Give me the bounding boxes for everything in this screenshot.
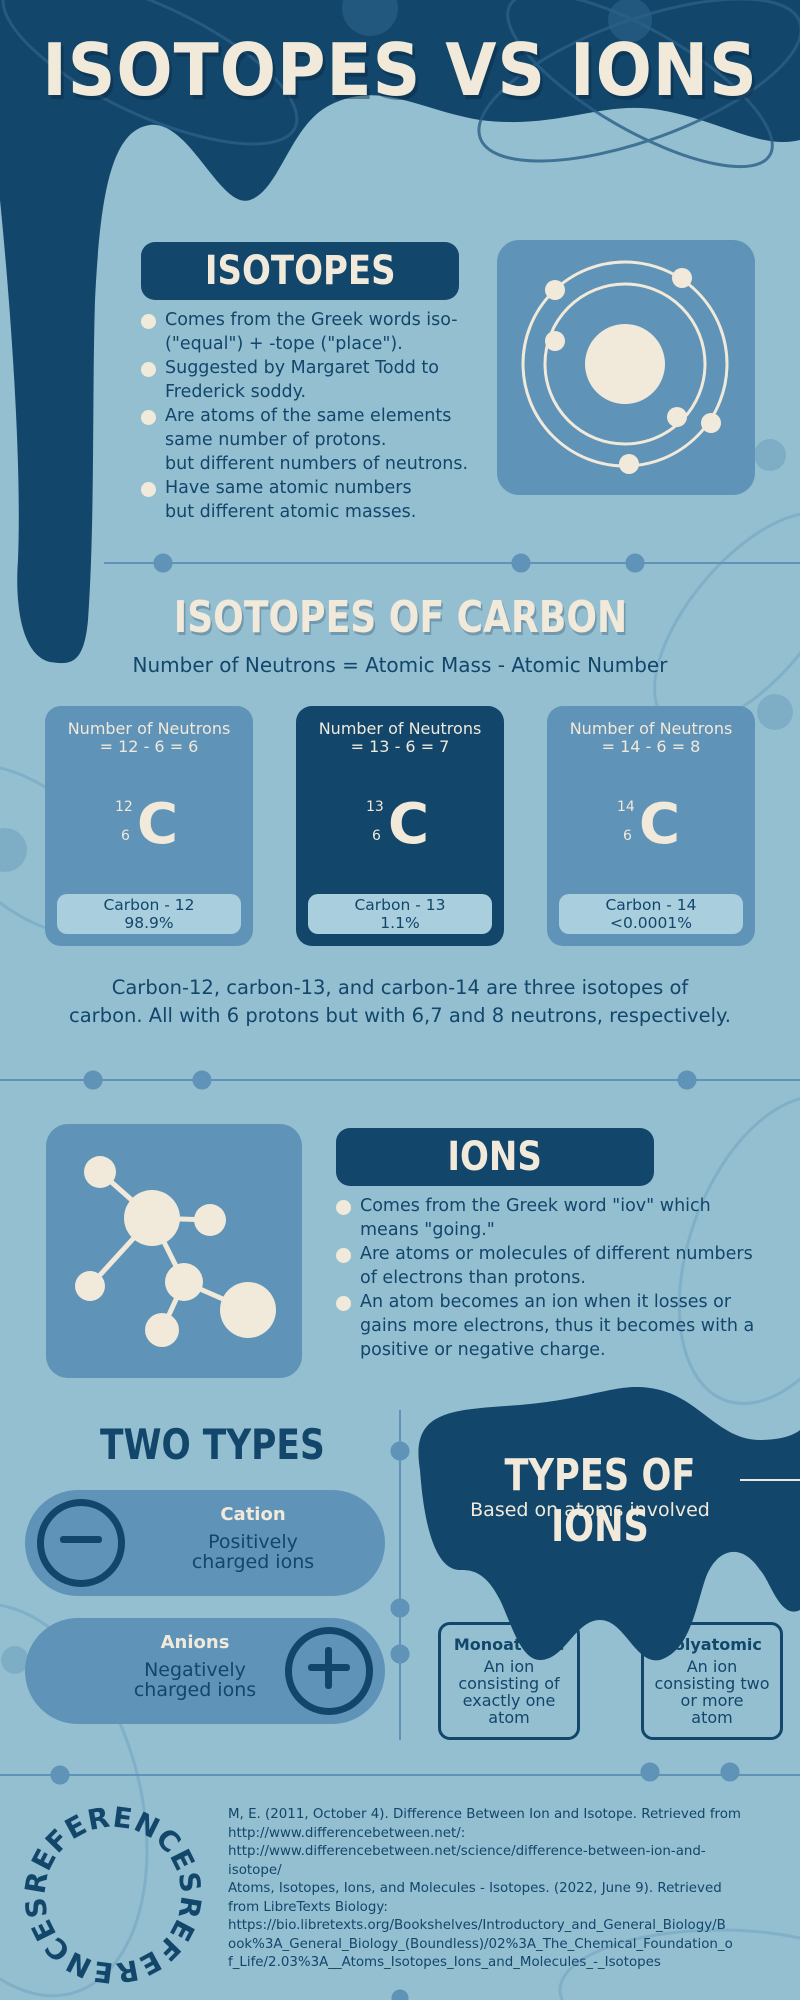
atomic-number: 6 <box>372 828 381 844</box>
reference-line: http://www.differencebetween.net/science… <box>228 1844 706 1859</box>
reference-line: Atoms, Isotopes, Ions, and Molecules - I… <box>228 1881 722 1896</box>
ions-heading: IONS <box>336 1128 654 1186</box>
references-list: M, E. (2011, October 4). Difference Betw… <box>228 1806 758 1973</box>
anion-card: Anions Negatively charged ions <box>25 1618 385 1724</box>
reference-line: https://bio.libretexts.org/Bookshelves/I… <box>228 1918 726 1933</box>
list-item: An atom becomes an ion when it losses or… <box>336 1290 776 1362</box>
mass-number: 14 <box>617 799 635 815</box>
polyatomic-description: An ion consisting two or more atom <box>654 1657 770 1727</box>
monoatomic-description: An ion consisting of exactly one atom <box>458 1657 560 1727</box>
ions-bullet-list: Comes from the Greek word "iov" which mea… <box>336 1194 776 1362</box>
list-item: Are atoms or molecules of different numb… <box>336 1242 776 1290</box>
top-drip-shape <box>0 0 800 664</box>
isotope-label: Carbon - 13 1.1% <box>308 894 492 934</box>
ion-types-blob <box>418 1387 800 1661</box>
neutron-calc: Number of Neutrons = 12 - 6 = 6 <box>67 719 231 756</box>
mass-number: 12 <box>115 799 133 815</box>
isotope-label: Carbon - 14 <0.0001% <box>559 894 743 934</box>
molecule-icon <box>75 1156 276 1347</box>
list-item: Comes from the Greek words iso- ("equal")… <box>141 308 481 356</box>
element-symbol: C <box>639 792 681 857</box>
references-badge-text: REFERENCES <box>19 1894 207 1990</box>
cation-card: Cation Positively charged ions <box>25 1490 385 1596</box>
isotopes-heading: ISOTOPES <box>141 242 459 300</box>
page-title: ISOTOPES VS IONS <box>42 28 758 112</box>
neutron-calc: Number of Neutrons = 14 - 6 = 8 <box>569 719 733 756</box>
list-item: Comes from the Greek word "iov" which mea… <box>336 1194 776 1242</box>
minus-circle-icon <box>37 1499 125 1587</box>
atomic-number: 6 <box>623 828 632 844</box>
carbon-14-card: Number of Neutrons = 14 - 6 = 8 14 6 C Ca… <box>547 706 755 946</box>
anion-description: Negatively charged ions <box>133 1659 257 1701</box>
neutron-calc: Number of Neutrons = 13 - 6 = 7 <box>318 719 482 756</box>
carbon-13-card: Number of Neutrons = 13 - 6 = 7 13 6 C Ca… <box>296 706 504 946</box>
isotopes-bullet-list: Comes from the Greek words iso- ("equal")… <box>141 308 481 524</box>
element-symbol: C <box>388 792 430 857</box>
isotope-label: Carbon - 12 98.9% <box>57 894 241 934</box>
svg-text:REFERENCES: REFERENCES <box>19 1894 208 1990</box>
monoatomic-card: Monoatomic An ion consisting of exactly … <box>438 1622 580 1740</box>
plus-circle-icon <box>285 1627 373 1715</box>
list-item: Are atoms of the same elements same numbe… <box>141 404 481 476</box>
carbon-section-title: ISOTOPES OF CARBON <box>173 592 627 643</box>
reference-line: f_Life/2.03%3A__Atoms_Isotopes_Ions_and_… <box>228 1955 661 1970</box>
polyatomic-card: Polyatomic An ion consisting two or more… <box>641 1622 783 1740</box>
neutron-formula: Number of Neutrons = Atomic Mass - Atomi… <box>132 653 668 677</box>
cation-description: Positively charged ions <box>191 1531 315 1573</box>
molecule-illustration-panel <box>46 1124 302 1378</box>
references-badge-text: REFERENCES <box>18 1800 206 1896</box>
list-item: Suggested by Margaret Todd to Frederick s… <box>141 356 481 404</box>
types-of-ions-subheading: Based on atoms involved <box>470 1499 710 1521</box>
cation-name: Cation <box>220 1504 286 1525</box>
reference-line: isotope/ <box>228 1862 282 1878</box>
carbon-summary: Carbon-12, carbon-13, and carbon-14 are … <box>69 976 731 1027</box>
reference-line: M, E. (2011, October 4). Difference Betw… <box>228 1807 741 1822</box>
atomic-number: 6 <box>121 828 130 844</box>
anion-name: Anions <box>160 1632 230 1653</box>
atom-orbit-icon <box>521 260 729 474</box>
reference-line: http://www.differencebetween.net/: <box>228 1825 466 1841</box>
monoatomic-name: Monoatomic <box>453 1635 565 1654</box>
reference-line: from LibreTexts Biology: <box>228 1899 388 1915</box>
polyatomic-name: Polyatomic <box>662 1635 762 1654</box>
reference-line: ook%3A_General_Biology_(Boundless)/02%3A… <box>228 1936 733 1952</box>
mass-number: 13 <box>366 799 384 815</box>
atom-illustration-panel <box>497 240 755 495</box>
two-types-heading: TWO TYPES <box>100 1420 325 1469</box>
element-symbol: C <box>137 792 179 857</box>
references-badge: REFERENCES REFERENCES <box>18 1800 208 1990</box>
list-item: Have same atomic numbers but different at… <box>141 476 481 524</box>
carbon-12-card: Number of Neutrons = 12 - 6 = 6 12 6 C Ca… <box>45 706 253 946</box>
svg-text:REFERENCES: REFERENCES <box>18 1800 207 1896</box>
types-of-ions-heading: TYPES OF IONS <box>504 1450 696 1552</box>
